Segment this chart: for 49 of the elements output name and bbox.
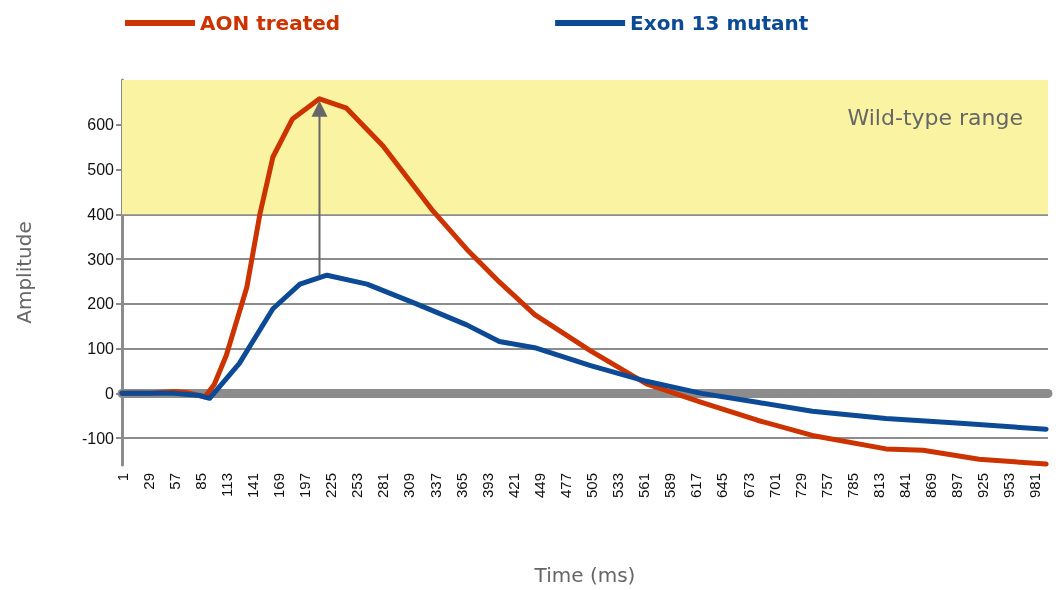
y-tick-label: 0 — [105, 384, 115, 402]
y-tick-label: 300 — [87, 250, 115, 268]
x-tick-label: 393 — [478, 473, 496, 499]
y-axis-title: Amplitude — [12, 221, 36, 324]
x-tick-label: 85 — [191, 473, 209, 490]
x-tick-label: 925 — [974, 473, 992, 499]
x-tick-label: 953 — [1000, 473, 1018, 499]
x-tick-label: 449 — [530, 473, 548, 499]
x-tick-label: 813 — [869, 473, 887, 499]
x-tick-label: 757 — [817, 473, 835, 499]
x-tick-label: 505 — [583, 473, 601, 499]
band-label: Wild-type range — [847, 104, 1023, 130]
x-tick-label: 253 — [348, 473, 366, 499]
x-tick-label: 29 — [139, 473, 157, 490]
x-tick-label: 477 — [556, 473, 574, 499]
x-tick-label: 897 — [948, 473, 966, 499]
y-tick-label: 400 — [87, 205, 115, 223]
x-axis-title: Time (ms) — [533, 563, 636, 587]
x-tick-label: 645 — [713, 473, 731, 499]
y-tick-label: -100 — [81, 429, 115, 447]
y-tick-label: 500 — [87, 161, 115, 179]
x-tick-label: 617 — [687, 473, 705, 499]
x-tick-label: 337 — [426, 473, 444, 499]
x-tick-label: 141 — [243, 473, 261, 499]
x-tick-label: 981 — [1026, 473, 1044, 499]
x-tick-label: 225 — [322, 473, 340, 499]
x-tick-label: 1 — [113, 473, 131, 482]
y-tick-label: 600 — [87, 116, 115, 134]
x-tick-label: 57 — [165, 473, 183, 490]
legend-label: AON treated — [200, 11, 341, 35]
x-tick-label: 365 — [452, 473, 470, 499]
x-tick-label: 673 — [739, 473, 757, 499]
x-tick-label: 533 — [609, 473, 627, 499]
x-tick-label: 729 — [791, 473, 809, 499]
x-tick-label: 169 — [270, 473, 288, 499]
y-tick-label: 100 — [87, 340, 115, 358]
x-tick-label: 197 — [296, 473, 314, 499]
legend-label: Exon 13 mutant — [630, 11, 809, 35]
x-tick-label: 841 — [896, 473, 914, 499]
x-tick-label: 421 — [504, 473, 522, 499]
x-tick-label: 113 — [217, 473, 235, 497]
x-tick-label: 701 — [765, 473, 783, 499]
x-tick-label: 309 — [400, 473, 418, 499]
x-tick-label: 589 — [661, 473, 679, 499]
y-tick-label: 200 — [87, 295, 115, 313]
x-tick-label: 281 — [374, 473, 392, 499]
x-tick-label: 561 — [635, 473, 653, 499]
x-tick-label: 869 — [922, 473, 940, 499]
x-tick-label: 785 — [843, 473, 861, 499]
